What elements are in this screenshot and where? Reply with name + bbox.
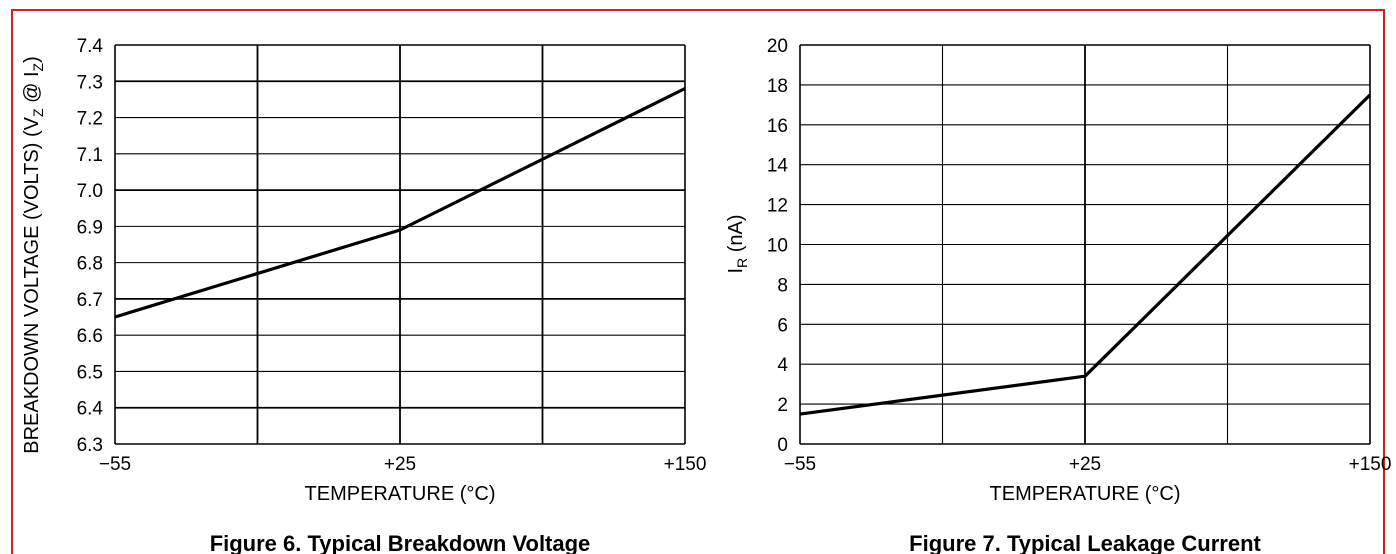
- y-tick-label: 7.1: [77, 145, 103, 166]
- y-tick-label: 6.5: [77, 362, 103, 383]
- x-tick-label: +150: [664, 454, 707, 475]
- y-tick-label: 16: [767, 116, 788, 137]
- y-tick-label: 14: [767, 156, 789, 177]
- figure-caption: Figure 7. Typical Leakage Current: [909, 531, 1261, 554]
- y-tick-label: 6.6: [77, 326, 103, 347]
- y-tick-label: 7.3: [77, 72, 103, 93]
- figure-frame: [11, 9, 1385, 554]
- y-tick-label: 6: [777, 315, 788, 336]
- y-tick-label: 7.2: [77, 109, 103, 130]
- x-axis-title: TEMPERATURE (°C): [305, 483, 496, 505]
- y-tick-label: 8: [777, 275, 788, 296]
- x-tick-label: −55: [99, 454, 131, 475]
- y-axis-title: BREAKDOWN VOLTAGE (VOLTS) (VZ @ IZ): [21, 56, 46, 454]
- series-group: [114, 87, 686, 319]
- y-tick-label: 6.7: [77, 290, 103, 311]
- y-tick-label: 20: [767, 36, 788, 57]
- leakage-current-chart: 0 2 4 6 8 10 12 14 16 18 20 −55 +25 +150 IR (nA) TEM…: [725, 36, 1391, 554]
- grid: [799, 44, 1371, 445]
- series-line: [799, 93, 1372, 416]
- figure-caption: Figure 6. Typical Breakdown Voltage: [210, 531, 591, 554]
- grid: [114, 44, 686, 445]
- y-tick-label: 10: [767, 236, 788, 257]
- y-tick-label: 12: [767, 196, 788, 217]
- y-tick-labels: 0 2 4 6 8 10 12 14 16 18 20: [767, 36, 789, 456]
- x-tick-label: +150: [1349, 454, 1392, 475]
- y-tick-label: 6.4: [77, 399, 104, 420]
- x-axis-title: TEMPERATURE (°C): [990, 483, 1181, 505]
- y-tick-label: 7.0: [77, 181, 103, 202]
- y-tick-label: 7.4: [77, 36, 104, 57]
- y-tick-label: 4: [777, 355, 788, 376]
- x-tick-label: +25: [384, 454, 416, 475]
- x-tick-labels: −55 +25 +150: [99, 454, 707, 475]
- y-tick-label: 6.3: [77, 435, 103, 456]
- x-tick-labels: −55 +25 +150: [784, 454, 1392, 475]
- y-tick-label: 6.8: [77, 254, 103, 275]
- y-tick-label: 0: [777, 435, 788, 456]
- y-tick-labels: 6.3 6.4 6.5 6.6 6.7 6.8 6.9 7.0 7.1 7.2 7.3 7.4: [77, 36, 104, 456]
- y-axis-title: IR (nA): [725, 214, 750, 273]
- x-tick-label: +25: [1069, 454, 1101, 475]
- x-tick-label: −55: [784, 454, 816, 475]
- y-tick-label: 18: [767, 76, 788, 97]
- breakdown-voltage-chart: 6.3 6.4 6.5 6.6 6.7 6.8 6.9 7.0 7.1 7.2 7.3 7.4 −55…: [21, 36, 706, 554]
- series-line: [114, 87, 686, 319]
- series-group: [799, 93, 1372, 416]
- y-tick-label: 2: [777, 395, 788, 416]
- y-tick-label: 6.9: [77, 217, 103, 238]
